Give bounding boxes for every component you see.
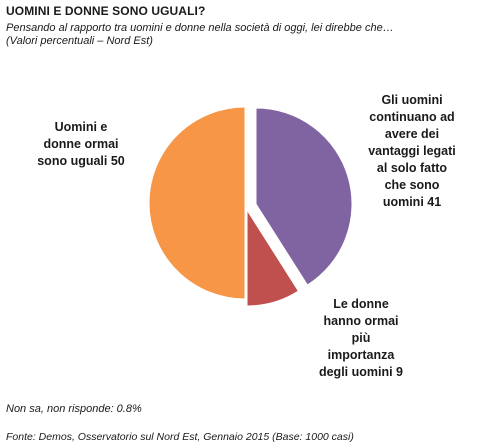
source-note: Fonte: Demos, Osservatorio sul Nord Est,… xyxy=(6,431,354,443)
slice-women-importance-label-line: degli uomini 9 xyxy=(319,365,403,379)
chart-subtitle: Pensando al rapporto tra uomini e donne … xyxy=(6,22,476,48)
chart-title: UOMINI E DONNE SONO UGUALI? xyxy=(6,4,206,18)
slice-women-importance-label: Le donne hanno ormai più importanza degli uo… xyxy=(319,297,403,379)
slice-women-importance-label-line: più xyxy=(352,331,371,345)
subtitle-question: Pensando al rapporto tra uomini e donne … xyxy=(6,22,394,34)
slice-women-importance-label-line: hanno ormai xyxy=(323,314,398,328)
subtitle-values-note: (Valori percentuali – Nord Est) xyxy=(6,35,153,47)
slice-women-importance-label-line: Le donne xyxy=(333,297,389,311)
slice-men-advantage-label-line: avere dei xyxy=(385,127,439,141)
slice-men-advantage-label-line: continuano ad xyxy=(369,110,454,124)
slice-equal-label: Uomini e donne ormai sono uguali 50 xyxy=(37,120,125,168)
slice-men-advantage-label-line: al solo fatto xyxy=(377,161,448,175)
slice-men-advantage xyxy=(255,107,353,286)
slice-men-advantage-label-line: vantaggi legati xyxy=(368,144,456,158)
slice-men-advantage-label-line: Gli uomini xyxy=(381,93,442,107)
slice-equal-label-line: Uomini e xyxy=(55,120,108,134)
slice-men-advantage-label: Gli uomini continuano ad avere dei vantaggi… xyxy=(368,93,456,209)
slice-men-advantage-label-line: che sono xyxy=(385,178,440,192)
slice-equal xyxy=(148,106,246,300)
slice-equal-label-line: donne ormai xyxy=(43,137,118,151)
slice-women-importance-label-line: importanza xyxy=(328,348,396,362)
no-answer-note: Non sa, non risponde: 0.8% xyxy=(6,403,142,415)
slice-equal-label-line: sono uguali 50 xyxy=(37,154,125,168)
slice-men-advantage-label-line: uomini 41 xyxy=(383,195,441,209)
slice-women-importance xyxy=(246,208,300,307)
